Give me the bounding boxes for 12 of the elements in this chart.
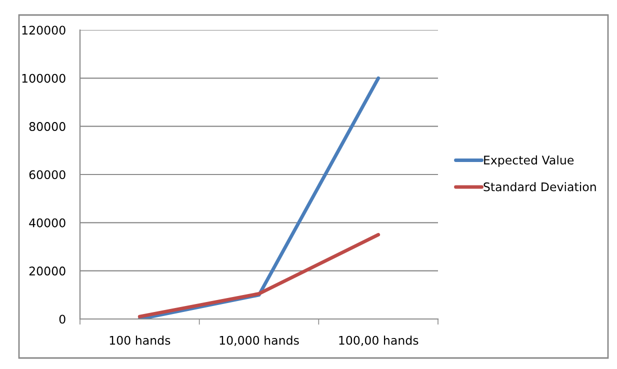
y-tick-label: 40000 bbox=[29, 218, 66, 228]
legend-label: Expected Value bbox=[484, 155, 574, 167]
x-tick-label: 100 hands bbox=[110, 336, 170, 345]
x-tick-label: 100,00 hands bbox=[339, 336, 418, 346]
y-tick-label: 20000 bbox=[29, 266, 66, 276]
y-tick-label: 60000 bbox=[29, 170, 66, 180]
y-tick-label: 0 bbox=[59, 314, 66, 324]
y-tick-label: 120000 bbox=[22, 26, 66, 35]
y-tick-label: 80000 bbox=[29, 122, 66, 131]
legend-label: Standard Deviation bbox=[484, 182, 596, 192]
x-tick-label: 10,000 hands bbox=[220, 336, 299, 346]
y-tick-label: 100000 bbox=[22, 74, 66, 83]
